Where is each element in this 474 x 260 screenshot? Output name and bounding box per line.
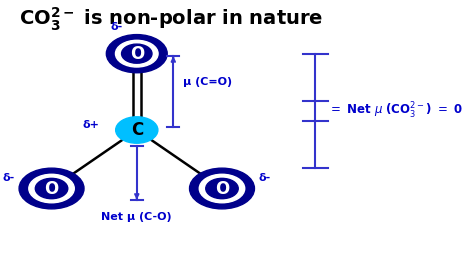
Circle shape [19, 168, 84, 209]
Text: δ-: δ- [3, 173, 15, 183]
Circle shape [116, 117, 158, 143]
Circle shape [29, 174, 74, 203]
Text: δ-: δ- [110, 22, 123, 32]
Circle shape [36, 178, 68, 199]
Text: O: O [215, 179, 229, 198]
Circle shape [116, 40, 158, 67]
Text: δ+: δ+ [82, 120, 100, 130]
Circle shape [106, 35, 167, 73]
Circle shape [206, 178, 238, 199]
Text: O: O [45, 179, 59, 198]
Text: O: O [130, 45, 144, 63]
Text: Net μ (C-O): Net μ (C-O) [101, 212, 172, 223]
Text: δ-: δ- [258, 173, 271, 183]
Text: $\mathbf{CO_3^{2-}}$ is non-polar in nature: $\mathbf{CO_3^{2-}}$ is non-polar in nat… [19, 5, 323, 33]
Text: $=$ Net $\mu$ (CO$_3^{2-}$) $=$ 0: $=$ Net $\mu$ (CO$_3^{2-}$) $=$ 0 [328, 101, 462, 121]
Text: C: C [131, 121, 143, 139]
Circle shape [121, 44, 152, 63]
Circle shape [190, 168, 255, 209]
Text: μ (C=O): μ (C=O) [183, 77, 233, 87]
Circle shape [199, 174, 245, 203]
